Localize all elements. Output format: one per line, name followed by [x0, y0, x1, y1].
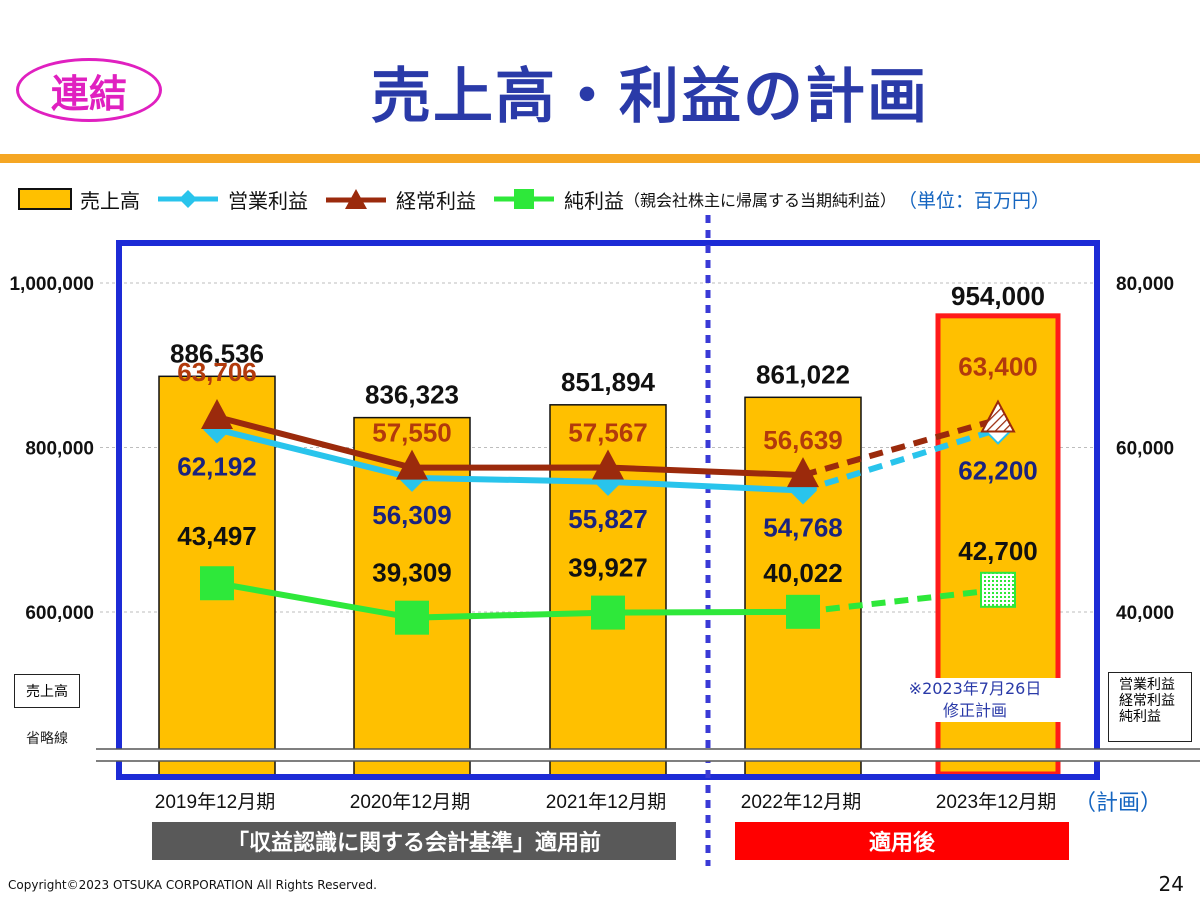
net-value-label: 43,497 — [177, 521, 257, 551]
ordinary-point — [396, 449, 428, 480]
x-axis-category-label: 2020年12月期 — [350, 791, 470, 813]
revision-note-text: 修正計画 — [942, 701, 1007, 720]
chart-legend: 売上高 営業利益 経常利益 純利益 （親会社株主に帰属する当期純利益） （単位：… — [18, 184, 1050, 214]
legend-operating-label: 営業利益 — [228, 188, 308, 213]
section-before-label: 「収益認識に関する会計基準」適用前 — [152, 822, 676, 860]
ordinary-value-label: 63,400 — [958, 352, 1038, 382]
net-plan-line — [802, 586, 999, 615]
side-label-ordinary: 経常利益 — [1119, 693, 1175, 709]
net-point — [591, 595, 625, 630]
left-axis-tick-label: 1,000,000 — [9, 274, 94, 295]
legend-net-note: （親会社株主に帰属する当期純利益） — [624, 191, 897, 210]
right-axis-tick-label: 40,000 — [1116, 603, 1174, 624]
revision-note-date: ※2023年7月26日 — [908, 679, 1042, 698]
consolidated-badge: 連結 — [16, 58, 162, 122]
operating-value-label: 62,192 — [177, 451, 257, 481]
net-value-label: 39,927 — [568, 553, 648, 583]
legend-sales: 売上高 — [18, 185, 140, 214]
x-axis-category-label: 2022年12月期 — [741, 791, 861, 813]
side-label-net: 純利益 — [1119, 709, 1161, 725]
legend-operating-diamond-icon — [158, 190, 218, 208]
x-axis-category-label: 2023年12月期 — [936, 791, 1056, 813]
net-point — [980, 571, 1016, 608]
ordinary-plan-line — [802, 416, 999, 479]
sales-value-label: 886,536 — [170, 338, 264, 368]
side-label-sales: 売上高 — [14, 674, 80, 708]
net-value-label: 40,022 — [763, 558, 843, 588]
ordinary-value-label: 63,706 — [177, 357, 257, 387]
ordinary-point — [201, 399, 233, 430]
x-axis-category-label: 2021年12月期 — [546, 791, 666, 813]
legend-sales-swatch — [18, 188, 72, 210]
revision-note: ※2023年7月26日 修正計画 — [878, 678, 1072, 722]
legend-sales-label: 売上高 — [80, 188, 140, 213]
net-value-label: 39,309 — [372, 558, 452, 588]
legend-net: 純利益 （親会社株主に帰属する当期純利益） （単位：百万円） — [492, 185, 1050, 214]
section-after-label: 適用後 — [735, 822, 1069, 860]
omit-line-label: 省略線 — [26, 731, 68, 747]
legend-ordinary: 経常利益 — [324, 185, 476, 214]
ordinary-value-label: 57,567 — [568, 418, 648, 448]
ordinary-point — [980, 399, 1016, 433]
legend-net-label: 純利益 — [564, 188, 624, 213]
net-value-label: 42,700 — [958, 536, 1038, 566]
sales-value-label: 836,323 — [365, 380, 459, 410]
left-axis-tick-label: 800,000 — [25, 439, 94, 460]
operating-plan-line — [802, 426, 999, 494]
operating-value-label: 62,200 — [958, 455, 1038, 485]
ordinary-line — [216, 414, 804, 479]
page-number: 24 — [1158, 872, 1184, 896]
operating-value-label: 55,827 — [568, 504, 648, 534]
omit-line-gap — [96, 749, 1200, 761]
net-line — [216, 580, 804, 621]
ordinary-value-label: 57,550 — [372, 418, 452, 448]
chart-frame — [116, 240, 1100, 780]
legend-ordinary-label: 経常利益 — [396, 188, 476, 213]
ordinary-value-label: 56,639 — [763, 425, 843, 455]
operating-line — [216, 426, 804, 494]
page-title: 売上高・利益の計画 — [371, 62, 929, 132]
operating-value-label: 56,309 — [372, 500, 452, 530]
legend-operating: 営業利益 — [156, 185, 308, 214]
unit-label: （単位：百万円） — [898, 189, 1051, 212]
legend-net-square-icon — [494, 189, 554, 209]
left-axis-tick-label: 600,000 — [25, 603, 94, 624]
ordinary-point — [592, 449, 624, 480]
sales-value-label: 861,022 — [756, 359, 850, 389]
ordinary-point — [787, 457, 819, 488]
net-point — [200, 566, 234, 601]
net-point — [395, 600, 429, 635]
plan-marker-label: （計画） — [1074, 790, 1162, 815]
right-axis-tick-label: 60,000 — [1116, 439, 1174, 460]
right-axis-tick-label: 80,000 — [1116, 274, 1174, 295]
title-rule — [0, 154, 1200, 163]
side-label-profits: 営業利益 経常利益 純利益 — [1108, 672, 1192, 742]
sales-value-label: 954,000 — [951, 281, 1045, 311]
sales-value-label: 851,894 — [561, 367, 656, 397]
legend-ordinary-triangle-icon — [326, 189, 386, 209]
x-axis-category-label: 2019年12月期 — [155, 791, 275, 813]
copyright: Copyright©2023 OTSUKA CORPORATION All Ri… — [8, 878, 377, 892]
side-label-operating: 営業利益 — [1119, 677, 1175, 693]
net-point — [786, 594, 820, 629]
operating-value-label: 54,768 — [763, 513, 843, 543]
